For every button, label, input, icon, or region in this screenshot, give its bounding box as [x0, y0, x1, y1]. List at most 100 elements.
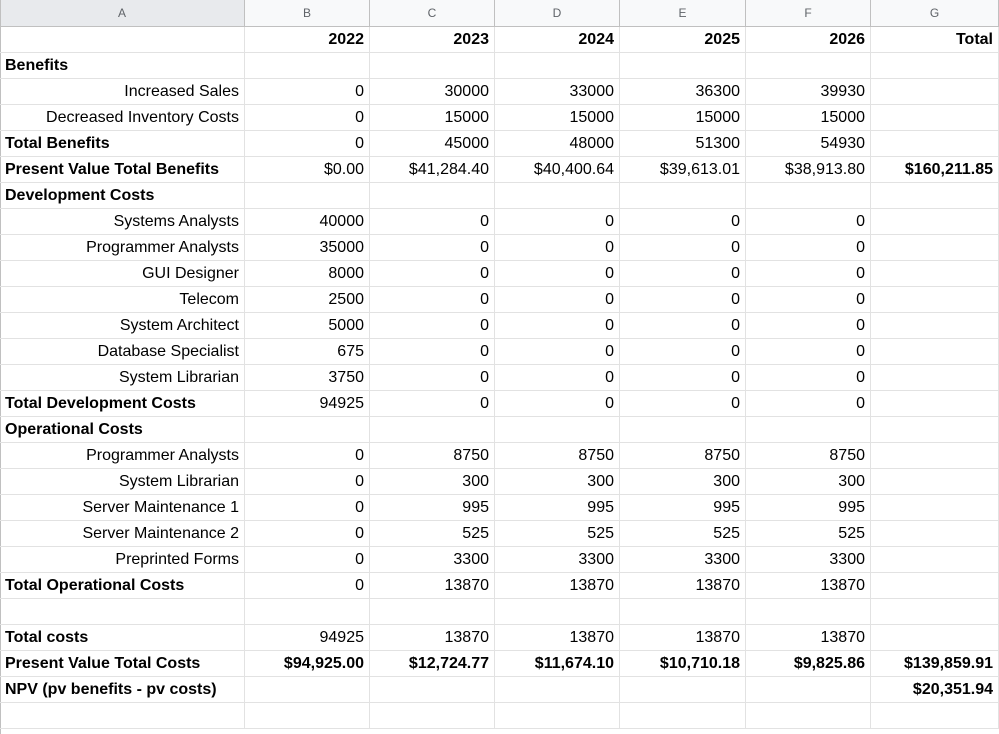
- cell-g17[interactable]: [871, 443, 999, 468]
- cell-c12[interactable]: 0: [370, 313, 495, 338]
- cell-f10[interactable]: 0: [746, 261, 871, 286]
- cell-a23[interactable]: [0, 599, 245, 624]
- cell-b10[interactable]: 8000: [245, 261, 370, 286]
- cell-d3[interactable]: 33000: [495, 79, 620, 104]
- cell-c15[interactable]: 0: [370, 391, 495, 416]
- cell-d19[interactable]: 995: [495, 495, 620, 520]
- cell-f26[interactable]: [746, 677, 871, 702]
- cell-d21[interactable]: 3300: [495, 547, 620, 572]
- cell-b26[interactable]: [245, 677, 370, 702]
- cell-f11[interactable]: 0: [746, 287, 871, 312]
- cell-f3[interactable]: 39930: [746, 79, 871, 104]
- cell-d27[interactable]: [495, 703, 620, 728]
- cell-a3[interactable]: Increased Sales: [0, 79, 245, 104]
- cell-d8[interactable]: 0: [495, 209, 620, 234]
- cell-c8[interactable]: 0: [370, 209, 495, 234]
- cell-b23[interactable]: [245, 599, 370, 624]
- cell-e17[interactable]: 8750: [620, 443, 746, 468]
- cell-a14[interactable]: System Librarian: [0, 365, 245, 390]
- cell-c7[interactable]: [370, 183, 495, 208]
- column-header-f[interactable]: F: [746, 0, 871, 26]
- cell-g5[interactable]: [871, 131, 999, 156]
- cell-a20[interactable]: Server Maintenance 2: [0, 521, 245, 546]
- cell-a15[interactable]: Total Development Costs: [0, 391, 245, 416]
- cell-c20[interactable]: 525: [370, 521, 495, 546]
- cell-a8[interactable]: Systems Analysts: [0, 209, 245, 234]
- cell-d9[interactable]: 0: [495, 235, 620, 260]
- cell-b27[interactable]: [245, 703, 370, 728]
- cell-a22[interactable]: Total Operational Costs: [0, 573, 245, 598]
- cell-a10[interactable]: GUI Designer: [0, 261, 245, 286]
- cell-c26[interactable]: [370, 677, 495, 702]
- cell-b1[interactable]: 2022: [245, 27, 370, 52]
- cell-f23[interactable]: [746, 599, 871, 624]
- cell-g2[interactable]: [871, 53, 999, 78]
- cell-c16[interactable]: [370, 417, 495, 442]
- column-header-g[interactable]: G: [871, 0, 999, 26]
- cell-b16[interactable]: [245, 417, 370, 442]
- cell-d20[interactable]: 525: [495, 521, 620, 546]
- cell-a12[interactable]: System Architect: [0, 313, 245, 338]
- cell-g8[interactable]: [871, 209, 999, 234]
- cell-f9[interactable]: 0: [746, 235, 871, 260]
- cell-c10[interactable]: 0: [370, 261, 495, 286]
- cell-f14[interactable]: 0: [746, 365, 871, 390]
- cell-d6[interactable]: $40,400.64: [495, 157, 620, 182]
- cell-a2[interactable]: Benefits: [0, 53, 245, 78]
- cell-c14[interactable]: 0: [370, 365, 495, 390]
- cell-g13[interactable]: [871, 339, 999, 364]
- cell-d5[interactable]: 48000: [495, 131, 620, 156]
- cell-f15[interactable]: 0: [746, 391, 871, 416]
- cell-f8[interactable]: 0: [746, 209, 871, 234]
- cell-b5[interactable]: 0: [245, 131, 370, 156]
- cell-d1[interactable]: 2024: [495, 27, 620, 52]
- column-header-e[interactable]: E: [620, 0, 746, 26]
- cell-a21[interactable]: Preprinted Forms: [0, 547, 245, 572]
- cell-c23[interactable]: [370, 599, 495, 624]
- cell-d25[interactable]: $11,674.10: [495, 651, 620, 676]
- cell-g7[interactable]: [871, 183, 999, 208]
- cell-f24[interactable]: 13870: [746, 625, 871, 650]
- cell-e10[interactable]: 0: [620, 261, 746, 286]
- cell-f7[interactable]: [746, 183, 871, 208]
- cell-a19[interactable]: Server Maintenance 1: [0, 495, 245, 520]
- cell-d13[interactable]: 0: [495, 339, 620, 364]
- cell-e13[interactable]: 0: [620, 339, 746, 364]
- cell-d15[interactable]: 0: [495, 391, 620, 416]
- cell-c4[interactable]: 15000: [370, 105, 495, 130]
- cell-a26[interactable]: NPV (pv benefits - pv costs): [0, 677, 245, 702]
- cell-e2[interactable]: [620, 53, 746, 78]
- cell-b12[interactable]: 5000: [245, 313, 370, 338]
- cell-d24[interactable]: 13870: [495, 625, 620, 650]
- cell-d7[interactable]: [495, 183, 620, 208]
- cell-c9[interactable]: 0: [370, 235, 495, 260]
- cell-c24[interactable]: 13870: [370, 625, 495, 650]
- cell-e21[interactable]: 3300: [620, 547, 746, 572]
- cell-c19[interactable]: 995: [370, 495, 495, 520]
- cell-f1[interactable]: 2026: [746, 27, 871, 52]
- cell-f27[interactable]: [746, 703, 871, 728]
- cell-d11[interactable]: 0: [495, 287, 620, 312]
- cell-e27[interactable]: [620, 703, 746, 728]
- cell-e25[interactable]: $10,710.18: [620, 651, 746, 676]
- cell-g25[interactable]: $139,859.91: [871, 651, 999, 676]
- column-header-b[interactable]: B: [245, 0, 370, 26]
- cell-b21[interactable]: 0: [245, 547, 370, 572]
- cell-b17[interactable]: 0: [245, 443, 370, 468]
- cell-d18[interactable]: 300: [495, 469, 620, 494]
- cell-a13[interactable]: Database Specialist: [0, 339, 245, 364]
- cell-a4[interactable]: Decreased Inventory Costs: [0, 105, 245, 130]
- cell-b20[interactable]: 0: [245, 521, 370, 546]
- cell-f22[interactable]: 13870: [746, 573, 871, 598]
- cell-e16[interactable]: [620, 417, 746, 442]
- cell-f12[interactable]: 0: [746, 313, 871, 338]
- cell-g24[interactable]: [871, 625, 999, 650]
- cell-e4[interactable]: 15000: [620, 105, 746, 130]
- cell-a11[interactable]: Telecom: [0, 287, 245, 312]
- cell-g26[interactable]: $20,351.94: [871, 677, 999, 702]
- cell-c21[interactable]: 3300: [370, 547, 495, 572]
- cell-e18[interactable]: 300: [620, 469, 746, 494]
- cell-d16[interactable]: [495, 417, 620, 442]
- cell-b3[interactable]: 0: [245, 79, 370, 104]
- cell-a1[interactable]: [0, 27, 245, 52]
